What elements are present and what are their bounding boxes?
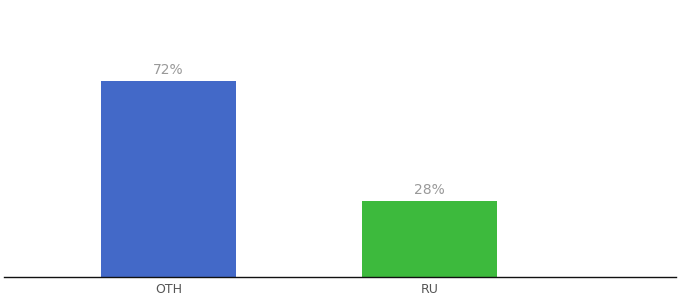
Bar [362, 201, 496, 277]
Bar [101, 81, 235, 277]
Text: 72%: 72% [153, 62, 184, 76]
Text: 28%: 28% [414, 183, 445, 197]
